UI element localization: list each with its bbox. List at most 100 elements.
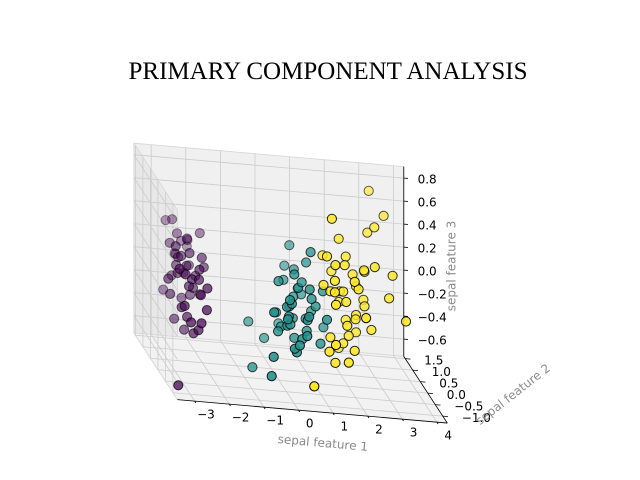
x-tick-mark [263,406,266,410]
x-grid-floor [358,352,403,420]
z-grid-side [133,292,178,360]
scatter-point [194,228,205,239]
x-grid-floor [185,337,230,405]
x-tick-label: −1 [266,413,284,427]
scatter-point [362,227,373,238]
scatter-points [158,185,412,392]
scatter-point [201,305,212,316]
scatter-point [269,307,280,318]
scatter-point [294,340,305,351]
scatter-point [247,362,258,373]
scatter-point [306,293,317,305]
scatter-point [304,311,315,322]
scatter-point [342,320,353,331]
scatter-point [195,290,206,301]
x-tick-mark [332,412,335,416]
scatter-point [284,295,296,306]
scatter-point [273,326,284,337]
scatter-point [369,262,380,273]
scatter-point [302,331,313,342]
scatter-point [359,301,370,312]
y-axis-label: sepal feature 2 [473,361,553,428]
x-axis-label: sepal feature 1 [277,432,368,454]
z-grid-side [133,269,178,337]
y-tick-label: −0.5 [454,399,483,413]
scatter-point [349,345,360,356]
scatter-point [202,283,213,294]
scatter-point [284,240,295,251]
scatter-point [196,318,207,329]
scatter-point [305,247,316,258]
scatter-point [341,296,352,308]
z-grid-back [133,177,404,202]
scatter-point [268,351,279,362]
x-tick-label: 2 [375,422,383,436]
scatter-point [243,316,254,327]
z-tick-label: −0.6 [418,333,447,347]
scatter-point [179,300,190,312]
scatter-point [194,264,205,275]
scatter-point [273,276,284,287]
y-axis-line [403,356,448,424]
scatter-point [182,234,193,246]
scatter-point [363,185,374,196]
scatter-point [343,330,354,341]
scatter-point [163,273,174,284]
scatter-point [196,252,207,263]
x-tick-mark [298,409,301,413]
z-grid-back [133,246,404,271]
z-tick-label: 0.6 [418,195,437,209]
x-grid-floor [393,355,438,423]
x-tick-mark [194,400,197,404]
scatter-point [358,265,370,276]
x-grid-floor [220,340,265,408]
z-grid-back [133,154,404,179]
y-tick-label: −1.0 [462,411,491,425]
scatter-point [169,313,180,324]
z-tick-label: −0.2 [418,287,447,301]
y-tick-label: 0.5 [439,376,458,390]
y-grid-floor [157,369,428,394]
scatter-point [259,332,270,344]
scatter-point [171,228,183,239]
scatter-point [279,260,290,271]
scatter-point [378,210,389,221]
scatter-point [170,241,181,252]
x-tick-mark [228,403,231,407]
scatter-point [266,371,277,382]
scatter-point [329,287,340,298]
z-grid-back [133,200,404,225]
scatter-point [321,314,333,325]
scatter-point [349,276,360,287]
x-tick-label: 3 [410,425,418,439]
scatter-point [400,316,412,327]
scatter-point [326,213,337,224]
z-grid-side [133,246,178,314]
scatter-point [176,250,187,262]
scatter-point [282,314,294,325]
scatter-point [350,314,361,325]
y-grid-floor [150,357,421,383]
x-tick-label: 1 [341,419,349,433]
scatter-point [329,275,340,286]
x-tick-mark [367,415,370,419]
z-tick-label: 0.4 [418,218,437,232]
x-tick-mark [436,421,439,425]
scatter-point [333,233,344,244]
z-tick-label: 0.2 [418,241,437,255]
z-tick-label: −0.4 [418,310,447,324]
x-tick-mark [401,418,404,422]
x-tick-label: −2 [232,410,250,424]
x-grid-floor [289,346,334,414]
chart-title: PRIMARY COMPONENT ANALYSIS [129,58,528,85]
y-grid-floor [135,334,406,360]
scatter-point [296,277,307,288]
z-grid-back [133,223,404,248]
scatter-point [324,346,335,357]
z-tick-label: 0.8 [418,172,437,186]
scatter-point [343,357,354,368]
z-axis-label: sepal feature 3 [445,221,459,312]
x-tick-label: 0 [306,416,314,430]
scatter-point [160,215,171,226]
scatter-point [179,324,190,335]
